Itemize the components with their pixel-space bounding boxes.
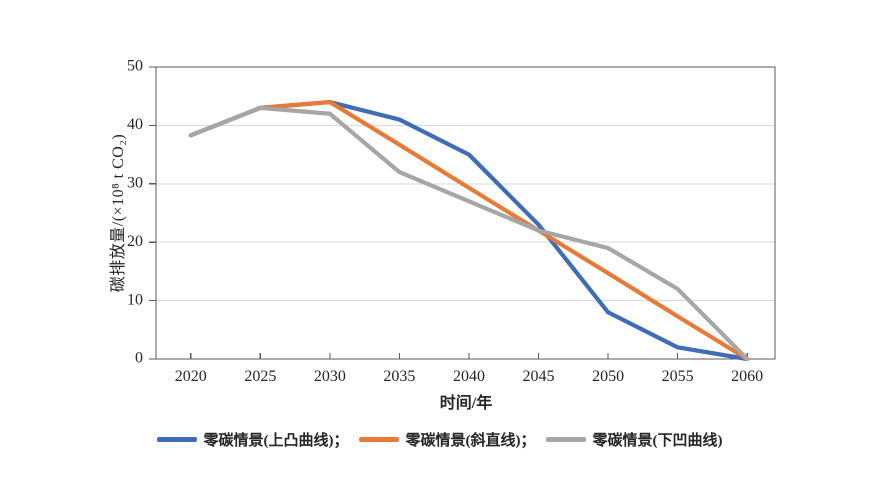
svg-text:10: 10: [127, 291, 143, 308]
legend-swatch-2: [545, 437, 586, 442]
legend-item-1: 零碳情景(斜直线)；: [358, 429, 536, 450]
legend-label-0: 零碳情景(上凸曲线)；: [203, 433, 349, 449]
svg-text:2025: 2025: [244, 368, 276, 385]
series-line-0: [188, 99, 750, 362]
x-axis-tick-labels: 2020 2025 2030 2035 2040 2045 2050 2055 2060: [175, 368, 763, 385]
svg-text:40: 40: [127, 116, 143, 133]
svg-text:2060: 2060: [731, 368, 763, 385]
svg-text:20: 20: [127, 233, 143, 250]
legend-item-2: 零碳情景(下凹曲线): [545, 429, 723, 450]
x-axis-ticks: [190, 353, 748, 359]
legend-swatch-1: [358, 437, 399, 442]
legend-swatch-0: [156, 437, 197, 442]
svg-text:2030: 2030: [314, 368, 346, 385]
svg-text:2055: 2055: [662, 368, 694, 385]
plot-border: [155, 66, 776, 360]
svg-text:2020: 2020: [175, 368, 207, 385]
svg-text:2045: 2045: [523, 368, 555, 385]
svg-text:30: 30: [127, 174, 143, 191]
legend-label-1: 零碳情景(斜直线)；: [405, 433, 536, 449]
y-axis-ticks: [149, 66, 156, 360]
svg-text:0: 0: [135, 350, 143, 367]
legend: 零碳情景(上凸曲线)； 零碳情景(斜直线)； 零碳情景(下凹曲线): [0, 429, 879, 450]
series-line-1: [188, 99, 750, 362]
svg-text:2050: 2050: [592, 368, 624, 385]
legend-item-0: 零碳情景(上凸曲线)；: [156, 429, 349, 450]
y-axis-tick-labels: 0 10 20 30 40 50: [127, 58, 143, 367]
svg-text:2035: 2035: [383, 368, 415, 385]
legend-label-2: 零碳情景(下凹曲线): [592, 433, 723, 449]
series-line-2: [188, 105, 750, 362]
svg-text:50: 50: [127, 58, 143, 75]
svg-text:2040: 2040: [453, 368, 485, 385]
y-axis-title: 碳排放量/(×10⁸ t CO₂): [110, 133, 127, 293]
x-axis-title: 时间/年: [439, 395, 493, 412]
